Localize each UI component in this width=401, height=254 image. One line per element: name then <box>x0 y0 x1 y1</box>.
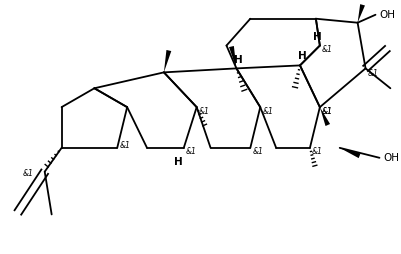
Text: &1: &1 <box>252 147 263 156</box>
Text: &1: &1 <box>321 107 332 116</box>
Text: &1: &1 <box>321 107 332 116</box>
Text: &1: &1 <box>185 147 196 156</box>
Polygon shape <box>357 4 364 23</box>
Polygon shape <box>164 50 171 72</box>
Text: &1: &1 <box>367 69 377 78</box>
Text: &1: &1 <box>198 107 209 116</box>
Text: &1: &1 <box>23 169 34 178</box>
Text: &1: &1 <box>261 107 272 116</box>
Text: H: H <box>233 55 242 66</box>
Text: &1: &1 <box>321 45 332 54</box>
Text: OH: OH <box>379 10 395 20</box>
Polygon shape <box>339 148 360 158</box>
Text: &1: &1 <box>311 147 322 156</box>
Polygon shape <box>229 46 236 68</box>
Text: OH: OH <box>383 153 399 163</box>
Text: H: H <box>297 52 306 61</box>
Polygon shape <box>319 107 329 126</box>
Text: H: H <box>174 157 183 167</box>
Text: H: H <box>313 31 322 42</box>
Text: &1: &1 <box>119 141 130 150</box>
